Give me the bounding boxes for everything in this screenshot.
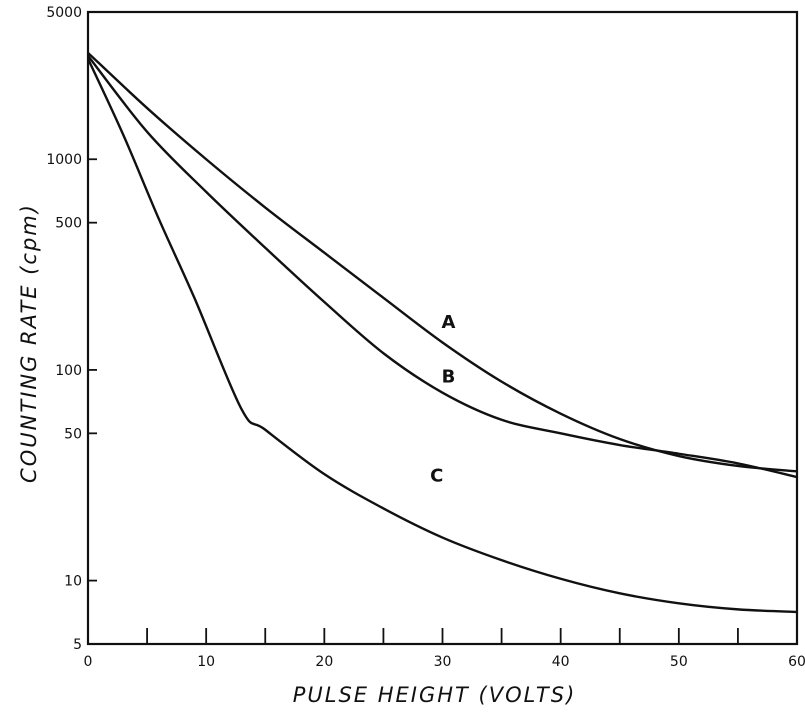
y-tick-label: 10 [64, 574, 82, 590]
y-tick-label: 5000 [46, 5, 82, 21]
series-line-c [86, 58, 798, 614]
x-tick-label: 60 [788, 654, 805, 670]
x-tick-label: 0 [84, 654, 93, 670]
series-line-b [87, 55, 798, 479]
y-tick-label: 100 [55, 363, 82, 379]
x-tick-label: 30 [434, 654, 452, 670]
x-axis-ticks: 0 10 20 30 40 50 60 [84, 628, 805, 670]
series-labels: A B C [430, 312, 455, 487]
series-label-c: C [430, 466, 443, 487]
y-axis-title: COUNTING RATE (cpm) [17, 203, 41, 483]
series-label-b: B [442, 366, 456, 387]
series-label-a: A [442, 312, 456, 333]
y-tick-label: 5 [73, 637, 82, 653]
series-line-a [87, 51, 798, 473]
x-axis-title: PULSE HEIGHT (VOLTS) [293, 683, 577, 707]
x-tick-label: 40 [552, 654, 570, 670]
series-curves [86, 51, 798, 614]
x-tick-label: 20 [315, 654, 333, 670]
y-tick-label: 500 [55, 216, 82, 232]
x-tick-label: 50 [670, 654, 688, 670]
plot-area: 0 10 20 30 40 50 60 5000 1000 500 100 50 10 5 A B C [46, 5, 805, 670]
x-tick-label: 10 [197, 654, 215, 670]
y-tick-label: 50 [64, 426, 82, 442]
y-tick-label: 1000 [46, 152, 82, 168]
y-axis-ticks: 5000 1000 500 100 50 10 5 [46, 5, 97, 653]
